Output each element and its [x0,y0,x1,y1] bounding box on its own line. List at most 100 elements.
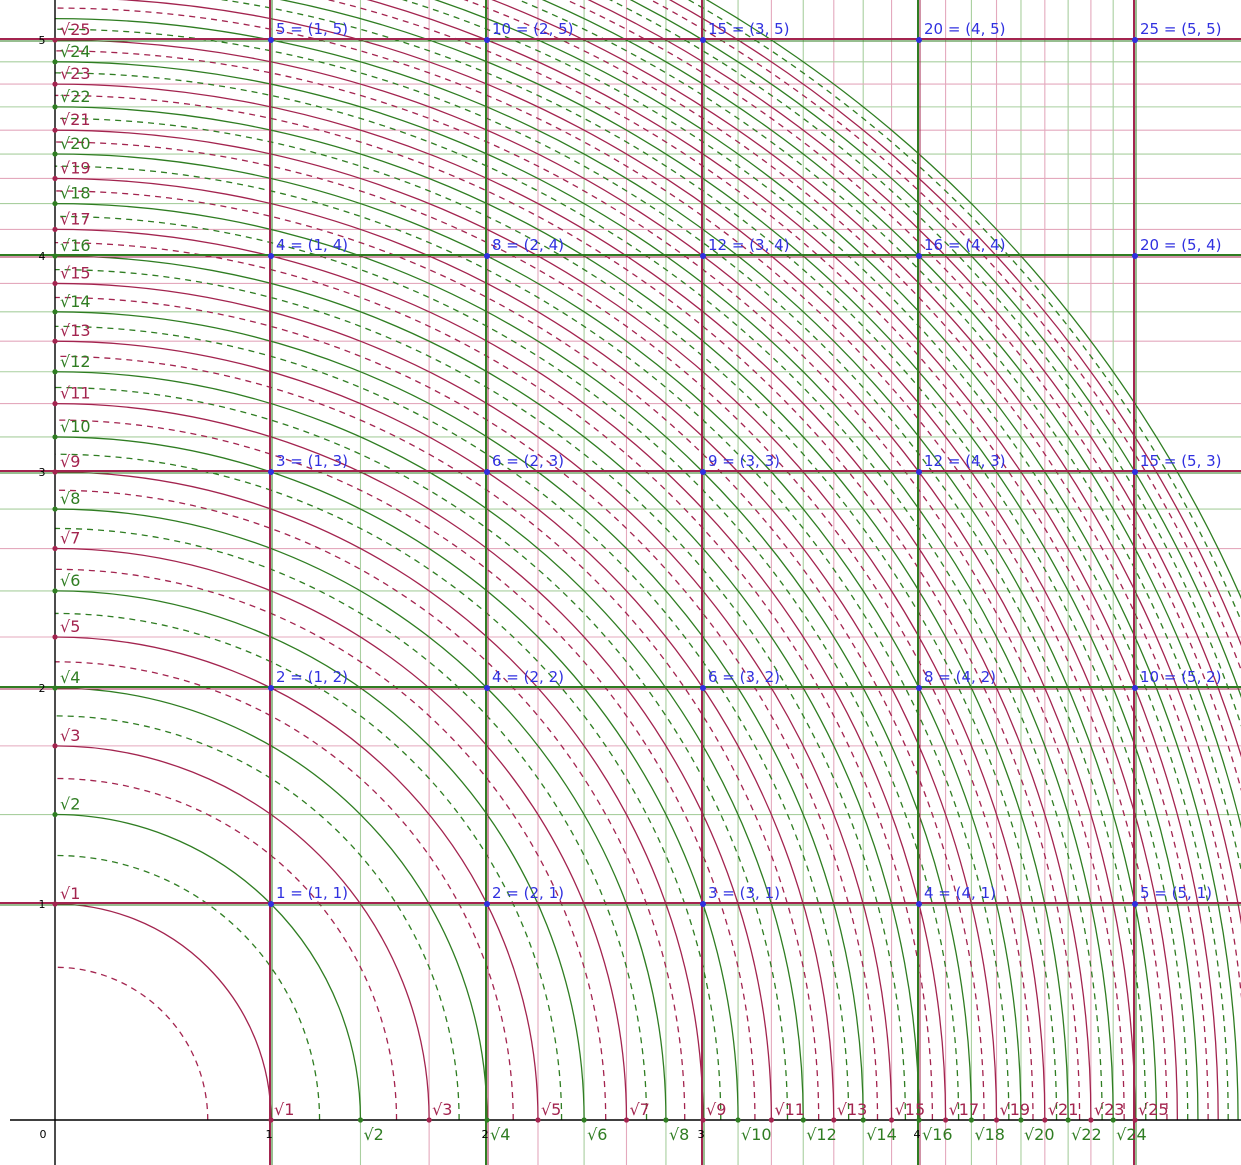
grid-product-label: 10 = (5, 2) [1140,668,1222,686]
y-axis-sqrt-point [52,634,58,640]
x-axis-sqrt-label: √6 [587,1125,607,1144]
dashed-arc [54,94,1081,1121]
solid-arc [54,153,1022,1121]
x-axis-sqrt-label: √21 [1048,1100,1079,1119]
grid-product-label: 5 = (1, 5) [276,20,348,38]
x-axis-sqrt-label: √13 [837,1100,868,1119]
solid-arc [279,0,1199,1121]
y-axis-sqrt-label: √21 [60,110,91,129]
x-axis-sqrt-label: √12 [806,1125,837,1144]
y-axis-sqrt-point [52,338,58,344]
x-axis-sqrt-point [268,1117,274,1123]
grid-product-point [700,901,706,907]
dashed-arc [54,72,1103,1121]
y-axis-sqrt-label: √15 [60,263,91,282]
solid-arc [54,471,704,1121]
grid-product-label: 20 = (5, 4) [1140,236,1222,254]
dashed-arc [326,0,1209,1121]
x-axis-sqrt-label: √8 [669,1125,689,1144]
dashed-arc [54,28,1147,1121]
x-axis-sqrt-point [860,1117,866,1123]
grid-product-point [484,253,490,259]
y-tick-label: 3 [39,466,46,479]
solid-arc [54,371,804,1121]
grid-product-label: 6 = (2, 3) [492,452,564,470]
x-axis-sqrt-label: √1 [274,1100,294,1119]
x-axis-sqrt-point [535,1117,541,1123]
y-axis-sqrt-point [52,200,58,207]
solid-arc [54,687,488,1121]
grid-product-label: 25 = (5, 5) [1140,20,1222,38]
grid-product-point [700,37,706,43]
dashed-arc [54,966,209,1121]
y-axis-sqrt-point [52,253,58,259]
x-axis-sqrt-point [623,1117,630,1123]
solid-arc [54,590,585,1121]
grid-product-point [916,685,922,691]
y-axis-sqrt-point [52,588,58,594]
dashed-arc [463,0,1241,999]
x-axis-sqrt-label: √24 [1116,1125,1147,1144]
solid-arc [54,17,1158,1121]
x-axis-sqrt-label: √23 [1094,1100,1125,1119]
grid-product-label: 12 = (3, 4) [708,236,790,254]
dashed-arc [401,0,1229,1121]
grid-product-point [268,901,274,907]
grid-product-point [1132,37,1138,43]
y-axis-sqrt-label: √6 [60,571,80,590]
solid-arc [54,903,272,1121]
x-axis-sqrt-point [1110,1117,1116,1123]
x-axis-sqrt-point [1018,1117,1024,1123]
dashed-arc [54,419,756,1121]
x-axis-sqrt-label: √7 [629,1100,649,1119]
y-axis-sqrt-point [52,434,58,440]
x-axis-sqrt-label: √22 [1071,1125,1102,1144]
y-axis-sqrt-label: √12 [60,352,91,371]
grid-product-point [268,253,274,259]
y-axis-sqrt-label: √17 [60,209,91,228]
dashed-arc [54,386,789,1121]
grid-product-label: 12 = (4, 3) [924,452,1006,470]
grid-product-label: 16 = (4, 4) [924,236,1006,254]
y-axis-sqrt-label: √5 [60,617,80,636]
labels: √1√1√2√2√3√3√4√4√5√5√6√6√7√7√8√8√9√9√10√… [60,20,1222,1144]
y-axis-sqrt-point [52,280,58,287]
solid-arc [54,255,920,1121]
x-axis-sqrt-label: √15 [895,1100,926,1119]
dashed-arc [54,296,879,1121]
y-axis-sqrt-point [52,127,58,133]
y-axis-sqrt-label: √16 [60,236,91,255]
x-axis-sqrt-point [831,1117,837,1123]
y-axis-sqrt-label: √23 [60,64,91,83]
grid-product-point [700,685,706,691]
points [52,37,1138,1123]
dashed-arc [54,241,934,1121]
grid-product-label: 8 = (2, 4) [492,236,564,254]
dashed-arc [54,215,960,1121]
x-axis-sqrt-point [1042,1117,1048,1123]
y-axis-sqrt-label: √19 [60,158,91,177]
y-axis-sqrt-point [52,104,58,110]
x-axis-sqrt-label: √3 [432,1100,452,1119]
dashed-arc [54,190,985,1121]
y-axis-sqrt-label: √8 [60,489,80,508]
solid-arc [54,177,998,1121]
x-axis-sqrt-point [1065,1117,1071,1123]
grid-product-label: 8 = (4, 2) [924,668,996,686]
solid-arc [366,0,1219,1121]
dashed-arc [54,50,1125,1121]
grid-product-label: 5 = (5, 1) [1140,884,1212,902]
grid-product-label: 20 = (4, 5) [924,20,1006,38]
x-axis-sqrt-point [426,1117,432,1123]
x-axis-sqrt-label: √5 [541,1100,561,1119]
solid-arc [587,0,1241,758]
y-axis-sqrt-label: √22 [60,87,91,106]
solid-arc [116,0,1179,1121]
x-tick-label: 2 [482,1128,489,1141]
x-tick-label: 4 [914,1128,921,1141]
grid-product-point [1132,469,1138,475]
y-axis-sqrt-label: √25 [60,20,91,39]
grid-product-label: 10 = (2, 5) [492,20,574,38]
grid-product-point [484,685,490,691]
